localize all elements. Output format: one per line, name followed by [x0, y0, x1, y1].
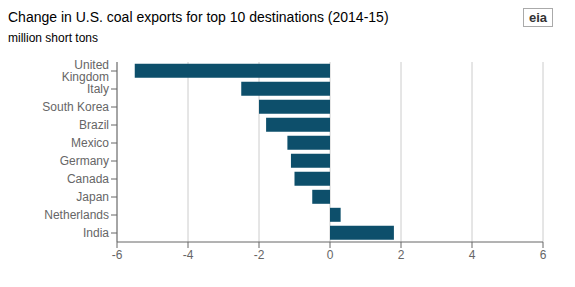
html-text:million short tons: million short tons [8, 31, 98, 45]
svg-text:Mexico: Mexico [71, 136, 109, 150]
svg-text:UnitedKingdom: UnitedKingdom [62, 58, 109, 84]
svg-text:Netherlands: Netherlands [44, 208, 109, 222]
svg-text:South Korea: South Korea [42, 100, 109, 114]
svg-text:6: 6 [540, 248, 547, 262]
svg-text:Japan: Japan [76, 190, 109, 204]
svg-text:2: 2 [398, 248, 405, 262]
svg-text:-4: -4 [183, 248, 194, 262]
svg-text:Italy: Italy [87, 82, 109, 96]
html-text:eia: eia [528, 10, 547, 25]
svg-text:India: India [83, 226, 109, 240]
svg-text:-2: -2 [254, 248, 265, 262]
svg-text:4: 4 [469, 248, 476, 262]
svg-text:Canada: Canada [67, 172, 109, 186]
html-text:Change in U.S. coal exports fo: Change in U.S. coal exports for top 10 d… [8, 9, 389, 25]
svg-text:0: 0 [327, 248, 334, 262]
svg-text:Brazil: Brazil [79, 118, 109, 132]
svg-text:Germany: Germany [60, 154, 109, 168]
svg-text:-6: -6 [112, 248, 123, 262]
